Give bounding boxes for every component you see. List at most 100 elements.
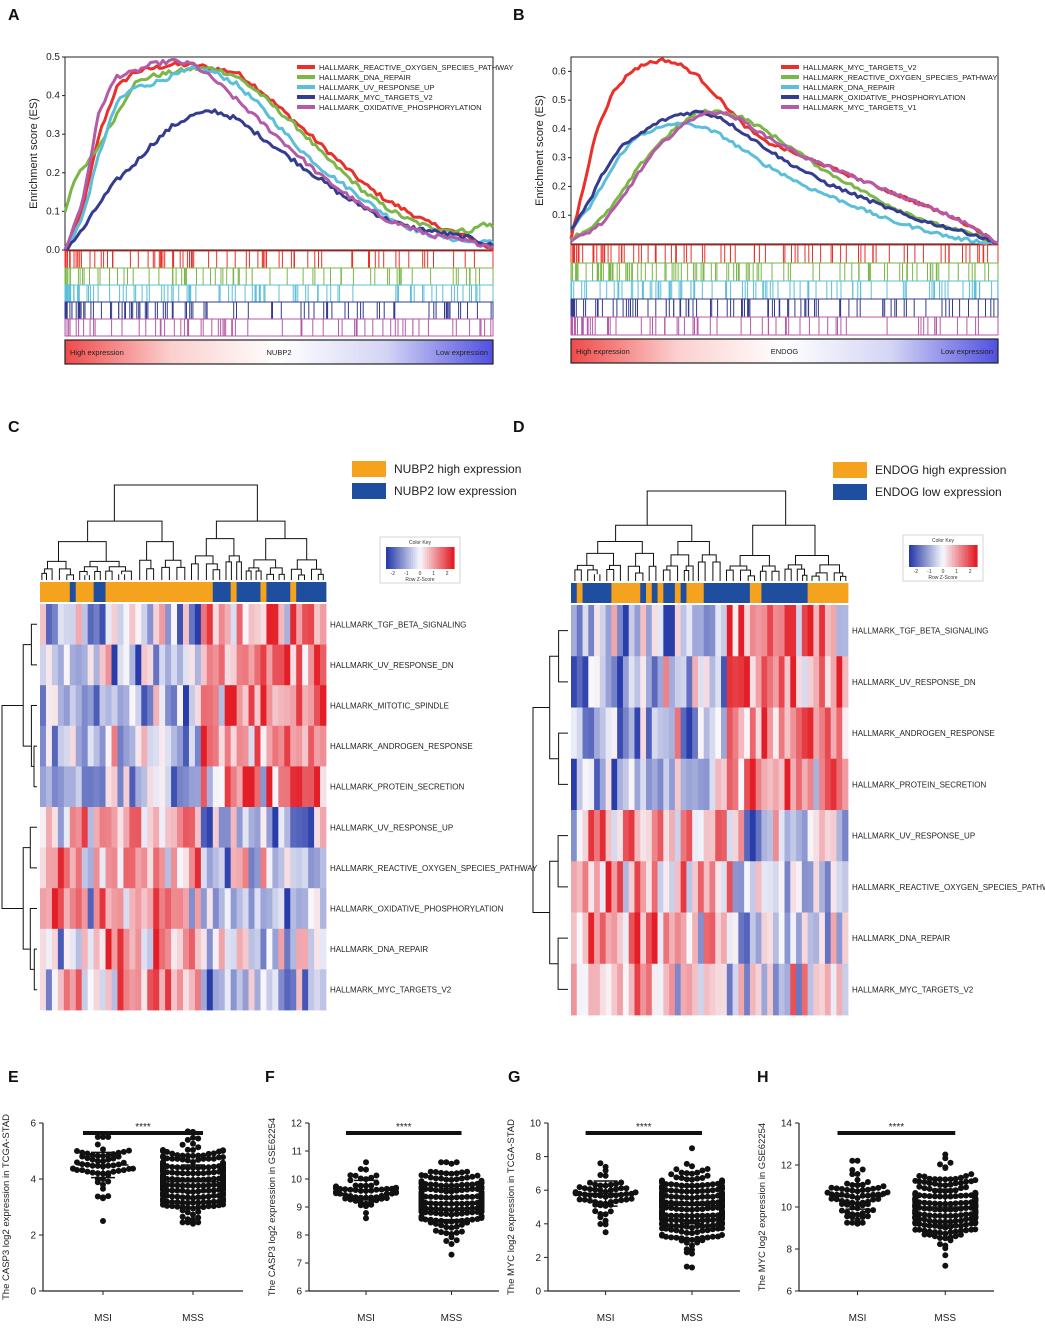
- group-bar-cell: [99, 582, 106, 602]
- data-point-mss: [957, 1174, 964, 1181]
- heatmap-cell: [686, 605, 693, 657]
- data-point-mss: [427, 1200, 434, 1207]
- data-point-mss: [689, 1236, 695, 1243]
- data-point-msi: [854, 1171, 861, 1177]
- heatmap-row-label: HALLMARK_DNA_REPAIR: [330, 945, 428, 954]
- heatmap-cell: [732, 861, 739, 913]
- heatmap-cell: [105, 807, 112, 848]
- panel-label-g: G: [508, 1069, 520, 1086]
- heatmap-cell: [224, 685, 232, 727]
- heatmap-cell: [628, 912, 635, 965]
- data-point-mss: [937, 1193, 943, 1200]
- heatmap-cell: [582, 963, 589, 1016]
- heatmap-cell: [314, 928, 321, 970]
- heatmap-cell: [605, 810, 612, 862]
- heatmap-cell: [123, 807, 130, 848]
- heatmap-cell: [123, 604, 130, 645]
- heatmap-cell: [51, 928, 59, 970]
- data-point-mss: [963, 1211, 969, 1218]
- group-bar-cell: [63, 582, 71, 602]
- heatmap-cell: [796, 963, 803, 1016]
- heatmap-cell: [738, 861, 745, 913]
- heatmap-cell: [721, 861, 728, 913]
- heatmap-cell: [230, 928, 238, 970]
- heatmap-cell: [784, 963, 791, 1016]
- heatmap-cell: [709, 605, 716, 657]
- heatmap-cell: [594, 758, 601, 811]
- heatmap-cell: [212, 969, 220, 1011]
- heatmap-cell: [801, 758, 808, 811]
- heatmap-row-label: HALLMARK_DNA_REPAIR: [852, 934, 950, 943]
- heatmap-cell: [40, 807, 47, 848]
- data-point-mss: [210, 1198, 217, 1205]
- data-point-mss: [438, 1169, 445, 1176]
- heatmap-cell: [611, 656, 618, 708]
- heatmap-cell: [767, 707, 774, 760]
- data-point-mss: [668, 1222, 675, 1229]
- data-point-msi: [94, 1170, 101, 1177]
- panel-label-b: B: [513, 7, 525, 24]
- heatmap-cell: [646, 605, 653, 657]
- heatmap-cell: [63, 685, 71, 727]
- heatmap-cell: [177, 766, 184, 808]
- heatmap-cell: [63, 725, 71, 767]
- heatmap-cell: [177, 969, 184, 1011]
- data-point-mss: [957, 1227, 964, 1234]
- heatmap-cell: [767, 758, 774, 811]
- heatmap-cell: [308, 725, 315, 767]
- data-point-mss: [448, 1176, 455, 1183]
- heatmap-cell: [320, 807, 327, 848]
- data-point-mss: [160, 1159, 166, 1166]
- heatmap-cell: [314, 888, 321, 930]
- heatmap-cell: [836, 707, 843, 760]
- data-point-mss: [972, 1226, 979, 1233]
- data-point-mss: [190, 1152, 196, 1159]
- data-point-mss: [668, 1212, 675, 1219]
- heatmap-cell: [686, 810, 693, 862]
- heatmap-cell: [697, 707, 705, 760]
- group-bar-cell: [692, 583, 699, 603]
- heatmap-cell: [296, 807, 303, 848]
- heatmap-cell: [129, 604, 136, 645]
- color-key-cell: [390, 547, 394, 569]
- data-point-mss: [704, 1172, 711, 1179]
- heatmap-cell: [302, 928, 309, 970]
- row-dendrogram: [1, 623, 37, 991]
- heatmap-cell: [200, 685, 208, 727]
- heatmap-row-label: HALLMARK_TGF_BETA_SIGNALING: [852, 627, 988, 636]
- data-point-msi: [833, 1185, 840, 1192]
- data-point-mss: [678, 1206, 685, 1213]
- data-point-mss: [926, 1222, 933, 1229]
- heatmap-cell: [81, 766, 89, 808]
- color-key-cell: [940, 545, 944, 567]
- heatmap-cell: [836, 810, 843, 862]
- data-point-msi: [618, 1191, 625, 1198]
- heatmap-cell: [778, 758, 785, 811]
- data-point-mss: [709, 1187, 716, 1194]
- gradient-center-label: NUBP2: [266, 348, 291, 357]
- heatmap-cell: [634, 963, 641, 1016]
- heatmap-cell: [657, 605, 664, 657]
- data-point-mss: [947, 1218, 954, 1225]
- heatmap-cell: [692, 810, 699, 862]
- group-legend-high: NUBP2 high expression: [394, 462, 521, 476]
- data-point-mss: [931, 1212, 938, 1219]
- data-point-mss: [169, 1155, 176, 1162]
- heatmap-cell: [588, 861, 595, 913]
- y-tick-label: 6: [296, 1287, 302, 1298]
- data-point-mss: [947, 1200, 954, 1207]
- heatmap-cell: [284, 969, 291, 1011]
- heatmap-cell: [69, 685, 77, 727]
- heatmap-cell: [200, 725, 208, 767]
- data-point-msi: [105, 1156, 112, 1163]
- data-point-msi: [393, 1184, 399, 1191]
- heatmap-cell: [813, 656, 820, 708]
- heatmap-cell: [738, 810, 745, 862]
- heatmap-cell: [212, 685, 220, 727]
- heatmap-cell: [755, 810, 762, 862]
- color-key-cell: [395, 547, 398, 569]
- heatmap-cell: [218, 685, 226, 727]
- data-point-mss: [957, 1212, 964, 1219]
- heatmap-cell: [99, 888, 106, 930]
- heatmap-cell: [680, 810, 687, 862]
